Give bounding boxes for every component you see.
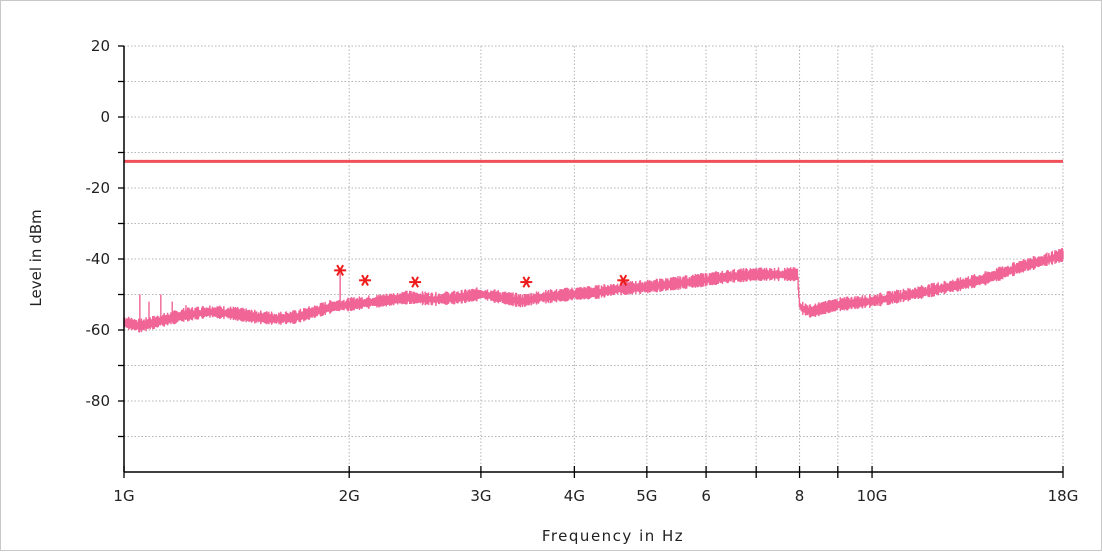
peak-marker xyxy=(520,276,533,288)
y-tick-label: -80 xyxy=(86,392,111,410)
marker-stroke xyxy=(522,276,531,288)
x-tick-label: 1G xyxy=(113,487,134,505)
trace-line xyxy=(123,247,1064,333)
y-tick-label: 20 xyxy=(91,37,110,55)
x-tick-label: 4G xyxy=(564,487,585,505)
peak-marker xyxy=(334,264,347,277)
marker-stroke xyxy=(411,276,419,288)
grid-lines xyxy=(123,45,1064,472)
marker-group xyxy=(334,264,630,288)
y-tick-label: -60 xyxy=(86,321,111,339)
peak-marker xyxy=(359,274,372,286)
trace-group xyxy=(123,247,1064,333)
x-tick-label: 18G xyxy=(1048,487,1079,505)
peak-marker xyxy=(409,276,422,288)
marker-stroke xyxy=(361,274,369,286)
tick-labels: 20 0 -20 -40 -60 -80 1G 2G 3G 4G 5G 6 8 10G 18G xyxy=(86,37,1079,505)
marker-stroke xyxy=(619,274,628,286)
x-tick-label: 6 xyxy=(701,487,711,505)
x-axis-title: Frequency in Hz xyxy=(542,527,684,545)
x-tick-label: 5G xyxy=(636,487,657,505)
x-tick-label: 10G xyxy=(857,487,888,505)
x-tick-label: 8 xyxy=(795,487,805,505)
y-axis-title: Level in dBm xyxy=(27,209,45,306)
axes xyxy=(118,45,1064,478)
marker-stroke xyxy=(336,264,344,277)
x-tick-label: 3G xyxy=(470,487,491,505)
y-tick-label: -40 xyxy=(86,250,111,268)
peak-marker xyxy=(617,274,630,286)
y-tick-label: -20 xyxy=(86,179,111,197)
x-tick-label: 2G xyxy=(339,487,360,505)
y-tick-label: 0 xyxy=(100,108,110,126)
